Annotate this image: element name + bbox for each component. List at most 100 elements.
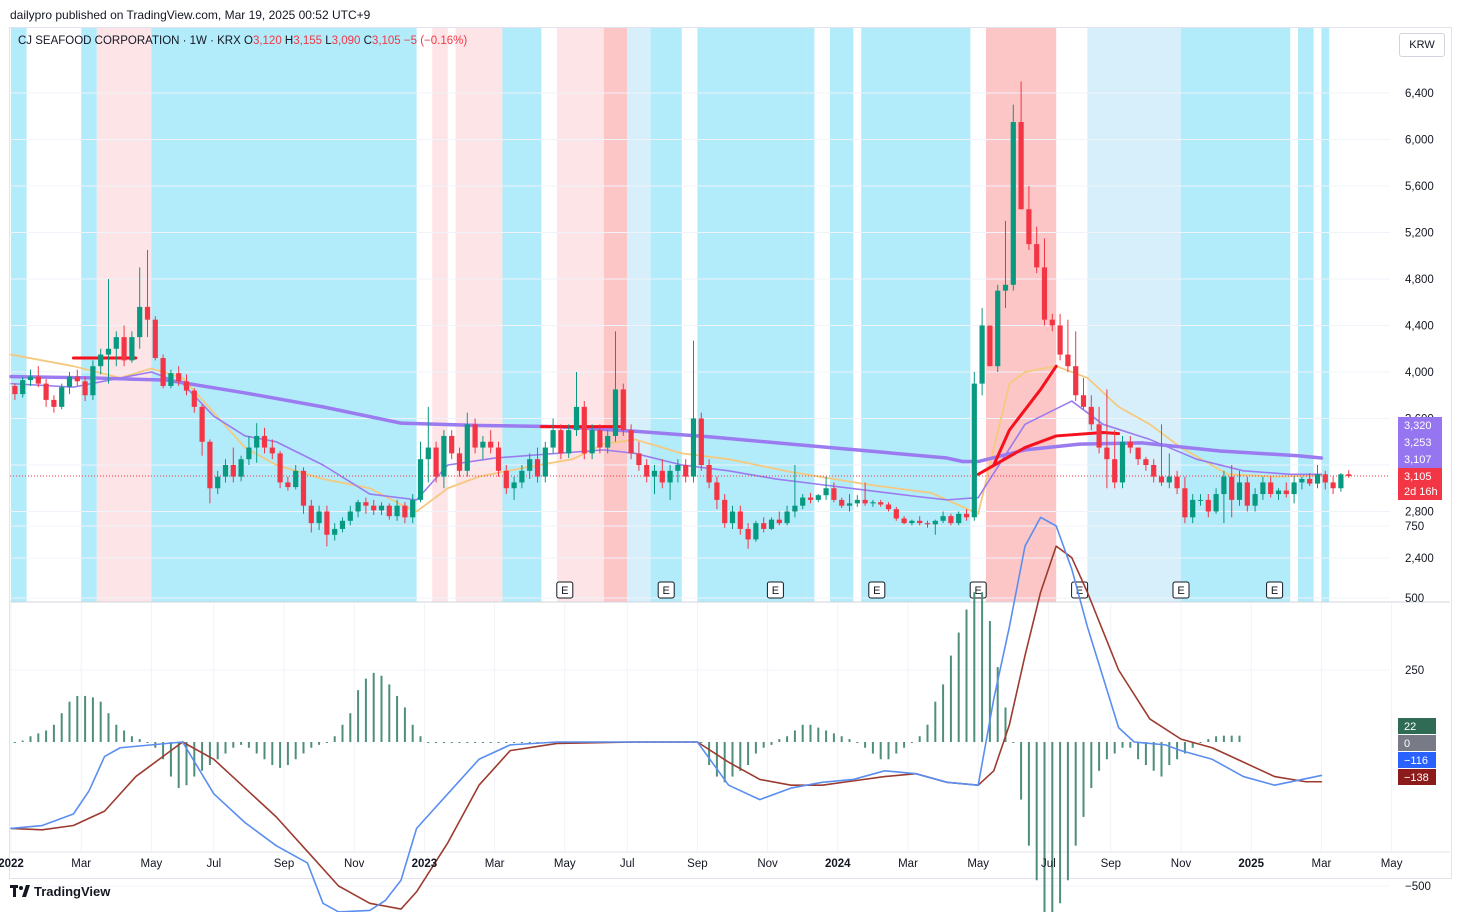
macd-histogram-bar (1129, 742, 1132, 748)
candle-body (51, 399, 57, 407)
candle-body (1057, 325, 1063, 355)
candle (831, 482, 837, 503)
macd-histogram-bar (739, 742, 742, 771)
macd-histogram-bar (1168, 742, 1171, 766)
macd-histogram-bar (224, 742, 227, 754)
candle (745, 523, 751, 549)
macd-value-badge-text: 22 (1404, 721, 1416, 733)
price-badge-box (1398, 417, 1442, 434)
candle (987, 325, 993, 367)
macd-histogram-bar (1191, 742, 1194, 748)
macd-histogram-bar (1144, 742, 1147, 766)
candle-body (963, 513, 970, 518)
candle-body (519, 470, 525, 483)
candle-body (35, 376, 41, 384)
candle-body (1104, 447, 1110, 460)
candle-body (737, 511, 743, 529)
candle-body (449, 435, 455, 454)
candle (144, 249, 151, 338)
candle-body (425, 447, 431, 460)
macd-histogram-bar (817, 727, 820, 742)
tradingview-footer[interactable]: TradingView (10, 884, 110, 900)
candle-body (1080, 395, 1087, 407)
background-zone (830, 28, 854, 602)
candle (878, 499, 884, 507)
macd-histogram-bar (255, 742, 258, 754)
candle (1314, 465, 1321, 489)
candle (332, 523, 338, 541)
candle-body (1143, 459, 1149, 465)
candle-body (792, 505, 798, 512)
candle (238, 455, 244, 482)
tradingview-logo-icon (10, 885, 30, 900)
price-badge-value: 3,253 (1404, 437, 1432, 449)
candle (1346, 470, 1352, 478)
candle-body (807, 497, 814, 500)
candle (722, 494, 728, 528)
candle (66, 372, 73, 395)
candle-body (59, 387, 65, 407)
candle-body (651, 470, 658, 477)
candle-body (199, 406, 205, 442)
macd-histogram-bar (770, 742, 773, 745)
candle (261, 427, 268, 454)
earnings-marker-box (1266, 581, 1284, 599)
candle-body (222, 465, 229, 477)
macd-histogram-bar (1215, 736, 1218, 742)
background-zone (1298, 28, 1314, 602)
candle-body (82, 381, 88, 396)
candle (503, 465, 509, 495)
earnings-marker: E (766, 581, 784, 599)
candle-body (441, 435, 447, 477)
candle (168, 369, 174, 389)
candle-body (1127, 441, 1133, 448)
macd-histogram-bar (832, 733, 835, 742)
candle (246, 435, 252, 465)
candle (425, 406, 431, 483)
candle-body (1283, 490, 1289, 495)
time-tick-label: Jul (620, 858, 635, 870)
candle-body (1346, 474, 1352, 477)
candle-body (488, 441, 494, 448)
symbol-legend[interactable]: CJ SEAFOOD CORPORATION · 1W · KRX O3,120… (18, 35, 467, 47)
candle (1049, 313, 1055, 332)
candle (324, 505, 330, 547)
currency-button[interactable]: KRW (1399, 33, 1445, 57)
time-tick-label: Sep (687, 858, 707, 870)
candle (1073, 331, 1079, 402)
candle (230, 447, 236, 483)
macd-histogram-bar (232, 742, 235, 748)
earnings-marker-label: E (561, 585, 568, 597)
candle (800, 494, 806, 510)
macd-histogram-bar (1020, 742, 1023, 800)
earnings-marker-box (868, 581, 886, 599)
candle-body (1096, 424, 1102, 448)
candle-body (1291, 482, 1297, 495)
macd-value-badge-box (1398, 718, 1436, 734)
candle-body (1002, 284, 1009, 291)
candle-body (854, 499, 860, 504)
candle (1096, 406, 1102, 454)
candle-body (285, 482, 291, 488)
candle-body (495, 447, 502, 471)
candle (1135, 447, 1141, 465)
time-tick-label: Sep (1101, 858, 1121, 870)
macd-histogram-bar (848, 739, 851, 742)
macd-histogram-bar (107, 713, 110, 742)
candle (628, 424, 634, 460)
candle (1065, 319, 1071, 372)
candle-body (550, 430, 556, 448)
macd-tick-label: 500 (1405, 593, 1424, 605)
candle-body (706, 465, 712, 483)
candle (269, 439, 275, 460)
macd-histogram-bar (879, 742, 882, 760)
candle-body (1205, 499, 1211, 512)
candle-body (527, 459, 533, 471)
candle (963, 509, 970, 521)
earnings-marker: E (1172, 581, 1190, 599)
candle-body (1158, 476, 1165, 483)
candle (714, 476, 720, 510)
candle (862, 482, 868, 506)
